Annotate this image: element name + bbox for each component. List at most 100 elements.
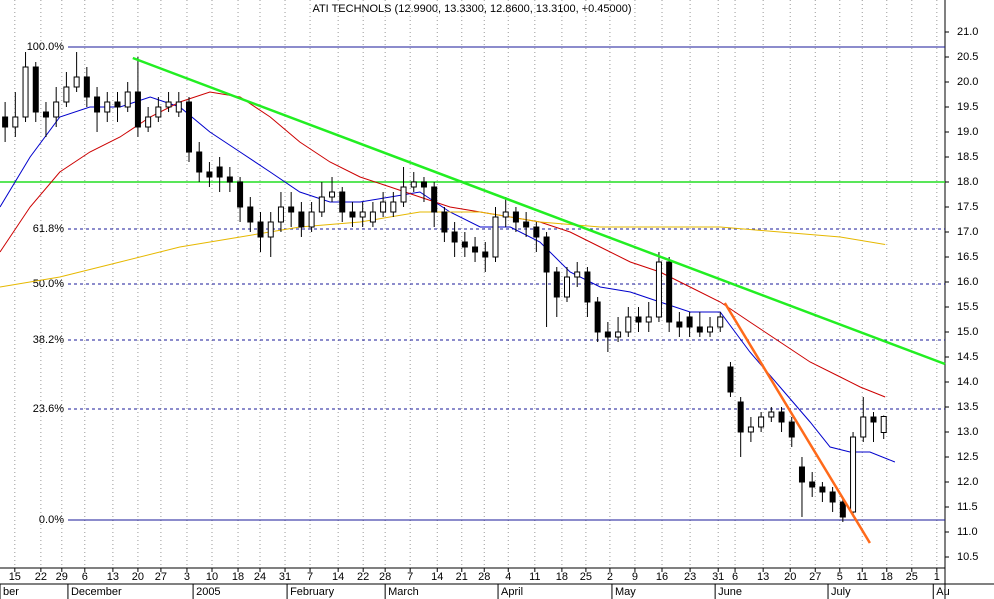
candle-body [870, 416, 877, 423]
x-tick-label: 14 [332, 571, 344, 583]
x-tick-label: 7 [407, 571, 413, 583]
candle-body [860, 416, 867, 438]
fib-label: 50.0% [33, 278, 64, 290]
y-tick-label: 15.5 [957, 301, 978, 313]
candle-body [175, 101, 182, 113]
x-tick-label: 9 [632, 571, 638, 583]
candle-body [819, 486, 826, 493]
y-tick-label: 19.0 [957, 126, 978, 138]
month-label: April [501, 586, 523, 598]
candle-body [492, 216, 499, 258]
month-label: June [718, 586, 742, 598]
y-tick-label: 16.0 [957, 276, 978, 288]
x-tick-label: 25 [906, 571, 918, 583]
candle-body [380, 201, 387, 213]
x-tick-label: 10 [206, 571, 218, 583]
candle-body [134, 91, 141, 128]
moving-average [0, 96, 896, 463]
month-label: March [388, 586, 419, 598]
candle-body [329, 191, 336, 198]
y-tick-label: 19.5 [957, 101, 978, 113]
candle-body [574, 271, 581, 278]
candle-body [83, 76, 90, 98]
candle-body [400, 186, 407, 203]
candle-body [206, 171, 213, 178]
candle-body [717, 316, 724, 328]
candle-body [707, 326, 714, 333]
x-tick-label: 16 [656, 571, 668, 583]
x-tick-label: 5 [837, 571, 843, 583]
x-tick-label: 18 [556, 571, 568, 583]
x-tick-label: 4 [505, 571, 511, 583]
candle-body [2, 116, 9, 128]
x-tick-label: 27 [809, 571, 821, 583]
candle-body [155, 106, 162, 118]
month-label: May [615, 586, 636, 598]
candle-body [359, 211, 366, 218]
x-tick-label: 13 [757, 571, 769, 583]
candle-body [594, 301, 601, 333]
candle-body [12, 116, 19, 128]
candle-body [839, 501, 846, 518]
x-tick-label: 29 [56, 571, 68, 583]
candle-body [288, 206, 295, 213]
candle-body [727, 366, 734, 393]
x-tick-label: 18 [232, 571, 244, 583]
candle-body [410, 181, 417, 188]
x-tick-label: 11 [529, 571, 540, 583]
x-tick-label: 6 [82, 571, 88, 583]
candle-body [349, 211, 356, 218]
x-tick-label: 6 [732, 571, 738, 583]
candle-body [604, 331, 611, 338]
candle-body [339, 191, 346, 213]
candle-body [798, 466, 805, 483]
y-tick-label: 14.0 [957, 376, 978, 388]
candle-body [267, 221, 274, 238]
fib-label: 100.0% [27, 41, 65, 53]
x-tick-label: 15 [9, 571, 21, 583]
x-tick-label: 20 [784, 571, 796, 583]
candle-body [686, 316, 693, 328]
candle-body [635, 316, 642, 323]
month-label: July [831, 586, 851, 598]
candle-body [369, 211, 376, 223]
candle-body [390, 201, 397, 213]
x-tick-label: 31 [279, 571, 291, 583]
candle-body [431, 186, 438, 213]
candle-body [308, 211, 315, 228]
candle-body [533, 226, 540, 238]
y-tick-label: 13.5 [957, 401, 978, 413]
candle-body [53, 101, 60, 118]
y-tick-label: 13.0 [957, 426, 978, 438]
chart-title: ATI TECHNOLS (12.9900, 13.3300, 12.8600,… [312, 3, 631, 15]
x-tick-label: 2 [607, 571, 613, 583]
candle-body [298, 211, 305, 228]
candle-body [666, 261, 673, 323]
candle-body [788, 421, 795, 438]
fib-label: 0.0% [39, 514, 64, 526]
y-tick-label: 15.0 [957, 326, 978, 338]
candle-body [625, 316, 632, 333]
month-label: 2005 [196, 586, 220, 598]
candle-body [482, 251, 489, 258]
moving-average [0, 211, 886, 288]
candle-body [737, 401, 744, 433]
candle-body [186, 101, 192, 153]
x-tick-label: 31 [712, 571, 724, 583]
candle-body [768, 411, 775, 418]
fib-label: 38.2% [33, 334, 64, 346]
candle-body [216, 166, 223, 178]
x-tick-label: 28 [478, 571, 490, 583]
x-tick-label: 22 [357, 571, 369, 583]
x-tick-label: 27 [155, 571, 167, 583]
candle-body [247, 206, 254, 223]
x-tick-label: 1 [934, 571, 940, 583]
y-tick-label: 20.5 [957, 51, 978, 63]
candle-body [73, 76, 80, 88]
y-tick-label: 18.5 [957, 151, 978, 163]
candle-body [237, 181, 244, 208]
y-tick-label: 11.0 [957, 526, 978, 538]
candle-body [145, 116, 152, 128]
x-tick-label: 28 [379, 571, 391, 583]
